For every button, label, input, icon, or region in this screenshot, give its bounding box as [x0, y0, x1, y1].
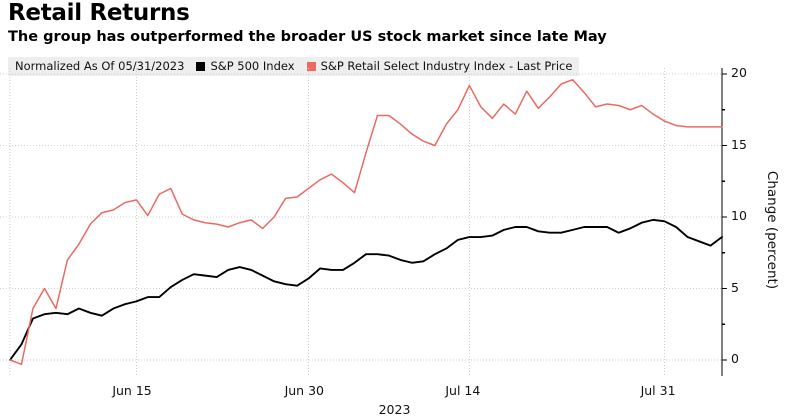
- legend-label-sp500: S&P 500 Index: [210, 59, 295, 73]
- x-axis-tick-label: Jun 30: [284, 383, 324, 398]
- y-axis-label-host: Change (percent): [762, 140, 782, 320]
- plot-area: [0, 60, 789, 420]
- x-axis-tick-label: Jul 14: [445, 383, 481, 398]
- x-axis-tick-label: Jun 15: [112, 383, 152, 398]
- line-chart-svg: [0, 68, 727, 376]
- y-axis-label: Change (percent): [764, 170, 780, 290]
- legend-item-retail[interactable]: S&P Retail Select Industry Index - Last …: [306, 57, 573, 76]
- y-axis-tick-label: 10: [731, 208, 747, 223]
- y-axis-tick-label: 15: [731, 136, 747, 152]
- y-axis-tick-label: 5: [731, 279, 739, 295]
- legend-swatch-icon-retail: [306, 62, 316, 71]
- legend-label-retail: S&P Retail Select Industry Index - Last …: [320, 59, 573, 73]
- legend-normalization-note: Normalized As Of 05/31/2023: [15, 59, 185, 73]
- page-title: Retail Returns: [8, 0, 190, 26]
- legend-item-sp500[interactable]: S&P 500 Index: [196, 57, 295, 76]
- chart-legend: Normalized As Of 05/31/2023 S&P 500 Inde…: [8, 57, 580, 76]
- y-axis-tick-label: 0: [731, 351, 739, 366]
- legend-swatch-icon-sp500: [196, 62, 206, 71]
- x-axis-label: 2023: [378, 402, 411, 417]
- x-axis-tick-label: Jul 31: [640, 383, 676, 398]
- y-axis-tick-label: 20: [731, 65, 747, 80]
- page-subtitle: The group has outperformed the broader U…: [8, 29, 607, 45]
